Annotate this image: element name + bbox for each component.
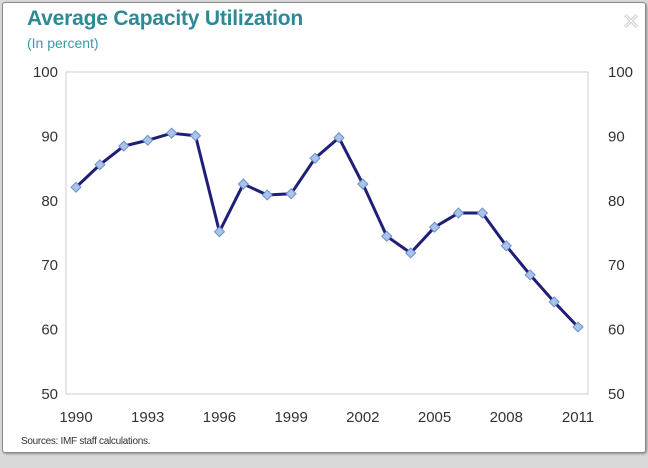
plot-frame (65, 71, 589, 395)
data-point-marker (476, 207, 489, 219)
data-point-marker (405, 247, 417, 259)
x-tick-label: 2011 (562, 409, 594, 426)
y-tick-label-left: 80 (41, 193, 58, 210)
data-point-marker (142, 134, 154, 146)
close-icon[interactable] (623, 13, 639, 29)
x-tick-label: 1990 (59, 409, 92, 426)
y-tick-label-left: 60 (41, 322, 58, 339)
data-point-marker (452, 207, 465, 219)
data-point-marker (70, 181, 82, 193)
y-tick-label-left: 90 (41, 128, 58, 145)
data-point-marker (94, 159, 106, 171)
data-point-marker (500, 240, 512, 252)
x-axis: 1990 1993 1996 1999 2002 2005 2008 2011 (59, 409, 594, 426)
y-axis-left: 50 60 70 80 90 100 (33, 64, 58, 403)
y-tick-label-right: 50 (608, 386, 625, 403)
y-tick-label-right: 100 (608, 64, 633, 81)
data-point-marker (524, 269, 536, 281)
data-point-marker (357, 178, 369, 190)
y-tick-label-right: 90 (608, 128, 625, 145)
data-point-marker (165, 127, 178, 139)
x-tick-label: 1999 (274, 409, 307, 426)
chart-window: Average Capacity Utilization (In percent… (2, 2, 646, 453)
y-tick-label-right: 60 (608, 322, 625, 339)
chart-title: Average Capacity Utilization (27, 7, 304, 30)
y-tick-label-right: 70 (608, 257, 625, 274)
data-point-marker (261, 189, 273, 201)
chart-subtitle: (In percent) (27, 35, 99, 51)
data-point-marker (572, 321, 584, 333)
series-markers (70, 127, 584, 333)
data-point-marker (309, 152, 321, 164)
data-point-marker (118, 140, 130, 152)
data-point-marker (333, 132, 345, 144)
data-point-marker (237, 178, 249, 190)
y-tick-label-right: 80 (608, 193, 625, 210)
x-tick-label: 2008 (490, 409, 523, 426)
x-tick-label: 1993 (131, 409, 164, 426)
data-point-marker (548, 296, 560, 308)
data-point-marker (428, 221, 441, 233)
series-line (74, 131, 580, 329)
data-point-marker (381, 230, 393, 242)
chart-source: Sources: IMF staff calculations. (21, 436, 151, 447)
x-tick-label: 2005 (418, 409, 451, 426)
x-tick-label: 1996 (203, 409, 236, 426)
y-tick-label-left: 100 (33, 64, 58, 81)
y-tick-label-left: 50 (41, 386, 58, 403)
y-axis-right: 50 60 70 80 90 100 (608, 64, 633, 403)
y-tick-label-left: 70 (41, 257, 58, 274)
x-tick-label: 2002 (346, 409, 379, 426)
data-point-marker (189, 130, 202, 142)
data-point-marker (213, 226, 226, 238)
data-point-marker (285, 188, 297, 200)
